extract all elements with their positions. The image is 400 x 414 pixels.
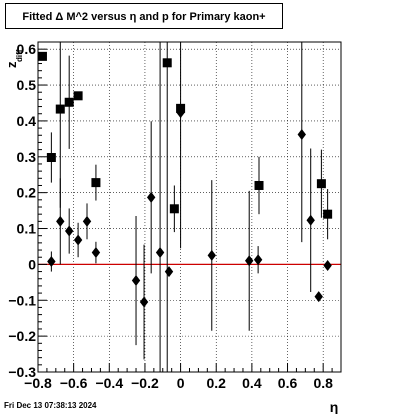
- diamond-marker: [164, 266, 174, 278]
- square-marker: [37, 51, 47, 61]
- y-tick-label: −0.2: [8, 328, 36, 344]
- x-tick-label: 0.4: [242, 375, 262, 391]
- diamond-marker: [56, 215, 65, 227]
- x-tick-label: 0: [177, 375, 185, 391]
- x-tick-label: 0.8: [313, 375, 333, 391]
- y-tick-label: 0: [28, 256, 36, 272]
- square-marker: [316, 179, 326, 189]
- y-tick-label: 0.6: [17, 41, 37, 57]
- diamond-marker: [314, 291, 323, 303]
- y-axis-label: z: [4, 61, 19, 68]
- diamond-marker: [207, 249, 216, 261]
- diamond-marker: [131, 275, 141, 287]
- diamond-marker: [146, 191, 156, 203]
- diamond-marker: [155, 247, 165, 259]
- diamond-marker: [245, 255, 254, 267]
- y-tick-label: −0.1: [8, 292, 36, 308]
- x-tick-label: −0.6: [60, 375, 88, 391]
- y-tick-label: 0.3: [17, 149, 37, 165]
- square-marker: [64, 97, 74, 107]
- y-tick-label: 0.4: [17, 113, 37, 129]
- x-tick-label: 0.6: [278, 375, 298, 391]
- plot-area: [38, 42, 341, 372]
- square-marker: [169, 204, 179, 214]
- square-marker: [91, 178, 101, 188]
- diamond-marker: [73, 234, 83, 246]
- square-marker: [162, 58, 172, 68]
- x-tick-label: −0.2: [131, 375, 159, 391]
- diamond-marker: [176, 107, 185, 119]
- y-axis-label-subscript: diff: [15, 49, 24, 62]
- square-marker: [73, 91, 83, 101]
- x-tick-label: −0.4: [95, 375, 123, 391]
- chart-title: Fitted Δ M^2 versus η and p for Primary …: [5, 3, 283, 29]
- timestamp: Fri Dec 13 07:38:13 2024: [4, 401, 97, 410]
- diamond-marker: [139, 296, 149, 308]
- x-tick-label: −0.8: [24, 375, 52, 391]
- diamond-marker: [323, 259, 332, 271]
- diamond-marker: [47, 256, 56, 268]
- x-tick-label: 0.2: [207, 375, 227, 391]
- square-marker: [55, 104, 65, 114]
- y-tick-label: 0.1: [17, 221, 37, 237]
- square-marker: [46, 153, 56, 162]
- y-tick-label: −0.3: [8, 364, 36, 380]
- diamond-marker: [64, 225, 74, 237]
- y-tick-label: 0.5: [17, 77, 37, 93]
- square-marker: [323, 209, 333, 219]
- diamond-marker: [82, 215, 92, 227]
- y-tick-label: 0.2: [17, 185, 37, 201]
- x-axis-label: η: [330, 399, 339, 414]
- plot-frame: [37, 41, 342, 373]
- diamond-marker: [297, 129, 306, 141]
- square-marker: [254, 180, 264, 190]
- diamond-marker: [306, 214, 315, 226]
- diamond-marker: [91, 247, 101, 259]
- diamond-marker: [253, 254, 263, 266]
